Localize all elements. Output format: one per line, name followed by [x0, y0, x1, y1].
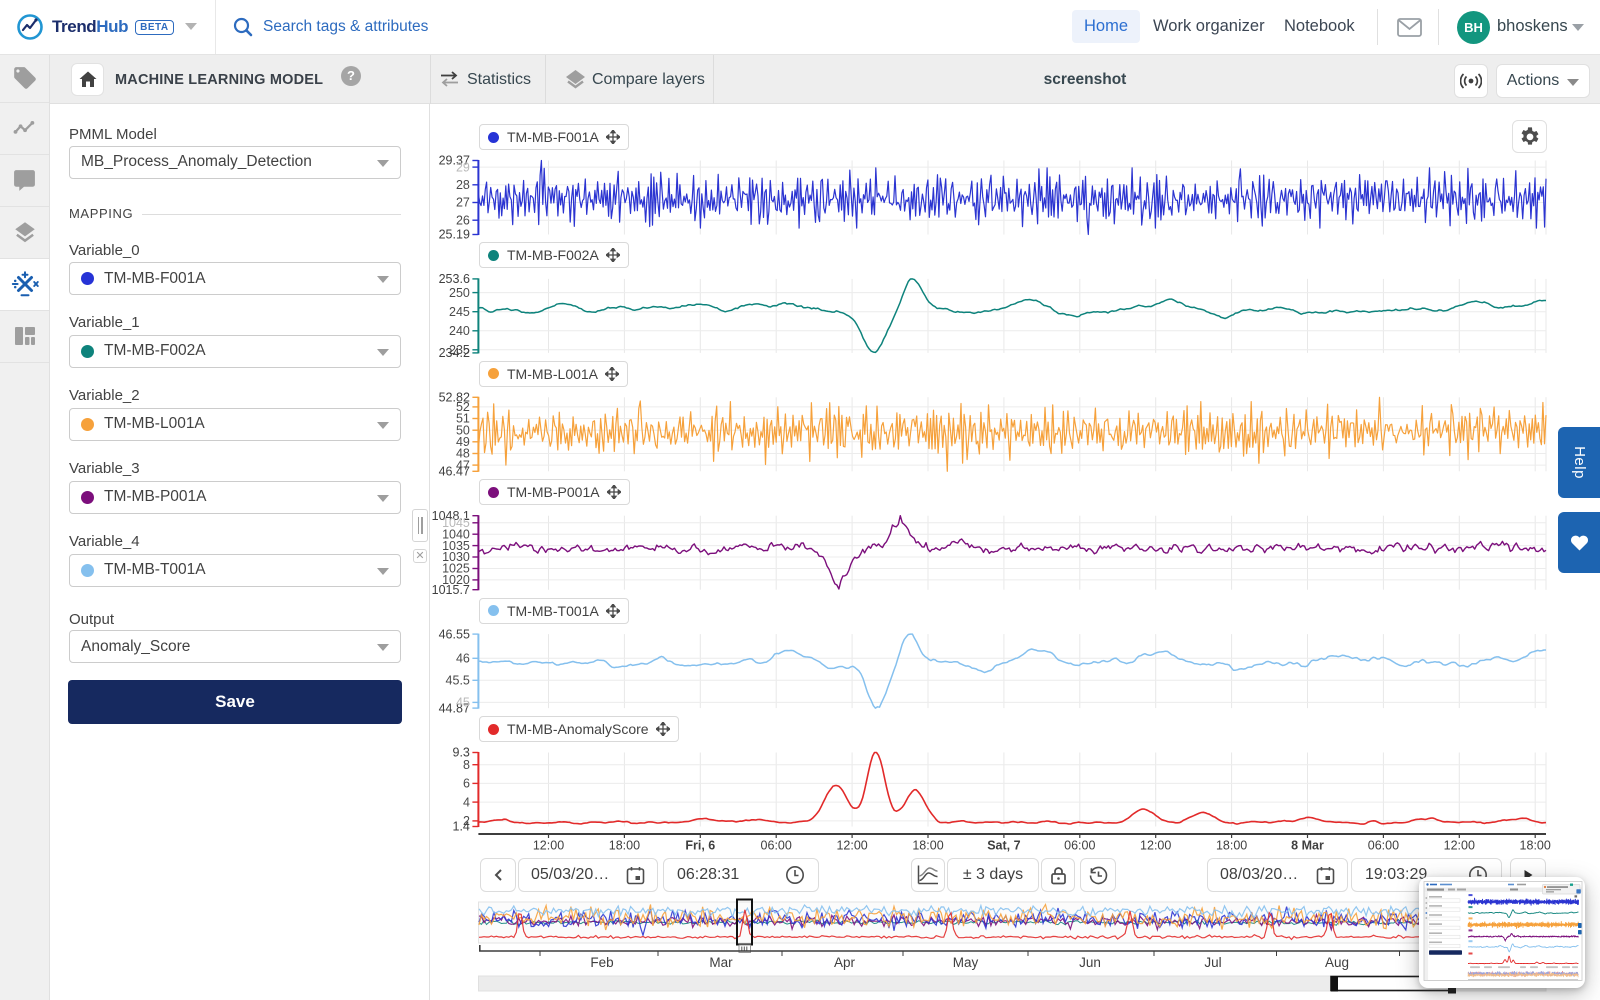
svg-text:12:00: 12:00: [1140, 839, 1171, 853]
svg-text:1015.7: 1015.7: [432, 583, 470, 597]
svg-text:Mar: Mar: [709, 955, 733, 970]
svg-text:Feb: Feb: [590, 955, 613, 970]
svg-text:1045: 1045: [442, 516, 470, 530]
svg-text:234.2: 234.2: [439, 346, 470, 360]
svg-text:29: 29: [456, 160, 470, 174]
svg-text:9.3: 9.3: [453, 746, 470, 760]
svg-text:8: 8: [463, 758, 470, 772]
svg-text:Sat, 7: Sat, 7: [987, 839, 1020, 853]
svg-text:46.47: 46.47: [439, 465, 470, 479]
svg-text:250: 250: [449, 286, 470, 300]
svg-text:44.87: 44.87: [439, 701, 470, 715]
svg-text:12:00: 12:00: [533, 839, 564, 853]
svg-text:26: 26: [456, 213, 470, 227]
svg-text:06:00: 06:00: [1368, 839, 1399, 853]
svg-text:Fri, 6: Fri, 6: [685, 839, 715, 853]
svg-text:52.82: 52.82: [439, 391, 470, 405]
svg-text:50: 50: [456, 423, 470, 437]
svg-text:25.19: 25.19: [439, 228, 470, 242]
svg-text:1.4: 1.4: [453, 820, 470, 834]
svg-text:47: 47: [456, 458, 470, 472]
svg-text:1048.1: 1048.1: [432, 509, 470, 523]
svg-text:28: 28: [456, 178, 470, 192]
svg-text:49: 49: [456, 435, 470, 449]
svg-text:6: 6: [463, 777, 470, 791]
svg-text:1030: 1030: [442, 550, 470, 564]
svg-text:12:00: 12:00: [1444, 839, 1475, 853]
svg-text:Apr: Apr: [834, 955, 856, 970]
svg-text:45: 45: [456, 696, 470, 710]
svg-text:46.55: 46.55: [439, 627, 470, 641]
svg-text:12:00: 12:00: [836, 839, 867, 853]
svg-text:1040: 1040: [442, 527, 470, 541]
svg-text:18:00: 18:00: [609, 839, 640, 853]
svg-text:06:00: 06:00: [1064, 839, 1095, 853]
svg-text:29.37: 29.37: [439, 154, 470, 168]
svg-text:18:00: 18:00: [1216, 839, 1247, 853]
svg-text:Jun: Jun: [1079, 955, 1101, 970]
svg-text:245: 245: [449, 305, 470, 319]
svg-text:253.6: 253.6: [439, 272, 470, 286]
svg-text:51: 51: [456, 412, 470, 426]
svg-text:4: 4: [463, 795, 470, 809]
svg-text:240: 240: [449, 324, 470, 338]
svg-text:06:00: 06:00: [761, 839, 792, 853]
svg-text:27: 27: [456, 196, 470, 210]
svg-text:1025: 1025: [442, 562, 470, 576]
svg-text:18:00: 18:00: [912, 839, 943, 853]
svg-text:45.5: 45.5: [446, 674, 470, 688]
svg-text:May: May: [953, 955, 979, 970]
svg-text:2: 2: [463, 814, 470, 828]
svg-text:52: 52: [456, 400, 470, 414]
svg-text:46: 46: [456, 652, 470, 666]
svg-text:8 Mar: 8 Mar: [1291, 839, 1324, 853]
svg-text:48: 48: [456, 447, 470, 461]
svg-text:1020: 1020: [442, 573, 470, 587]
svg-text:1035: 1035: [442, 539, 470, 553]
svg-text:235: 235: [449, 343, 470, 357]
svg-text:18:00: 18:00: [1520, 839, 1551, 853]
svg-text:Aug: Aug: [1325, 955, 1349, 970]
svg-text:Jul: Jul: [1204, 955, 1221, 970]
